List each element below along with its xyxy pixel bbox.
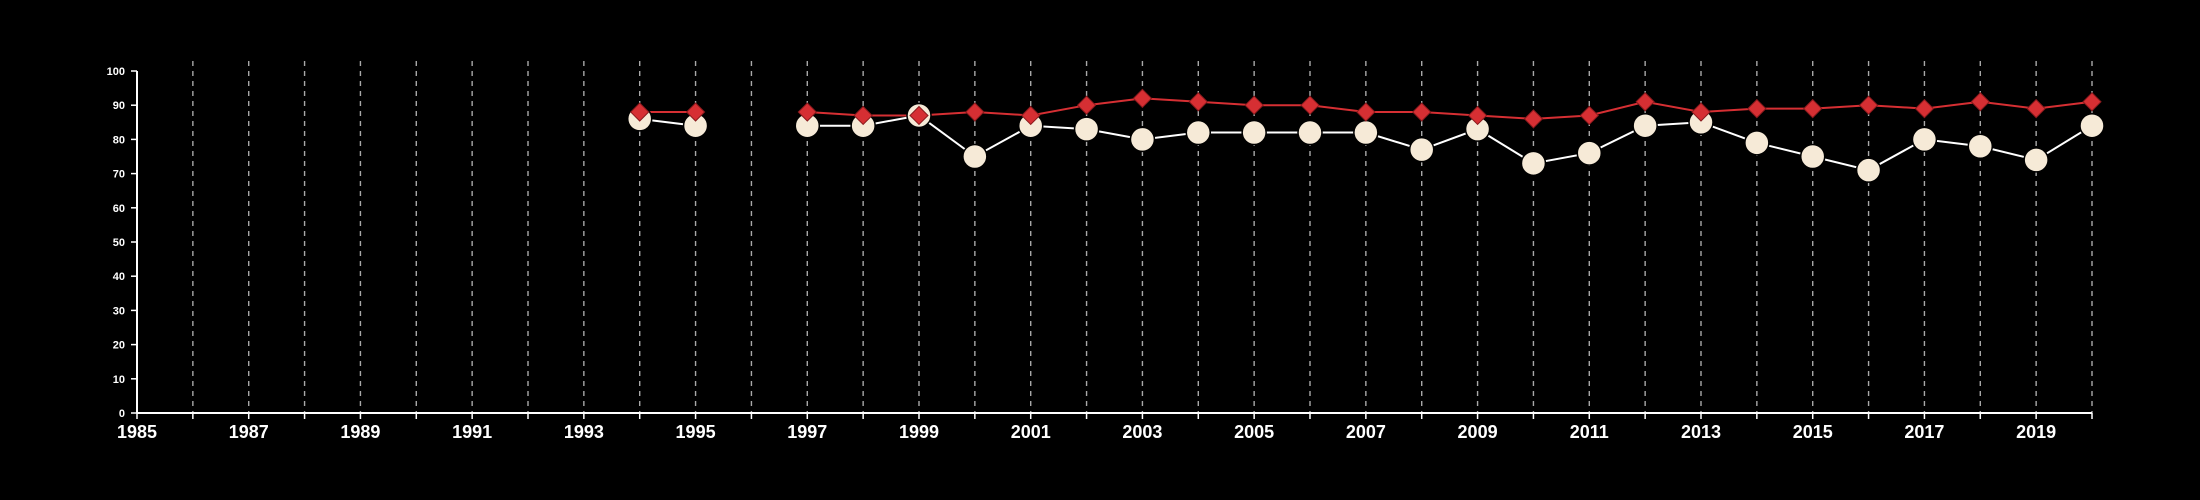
data-point-diamond: [1914, 98, 1935, 119]
data-point-diamond: [1523, 109, 1544, 129]
data-point-diamond: [1412, 102, 1432, 122]
data-point-circle: [1632, 112, 1658, 139]
data-point-circle: [1129, 126, 1156, 153]
data-point-circle: [1576, 140, 1603, 166]
y-tick-label: 10: [113, 374, 125, 386]
data-point-diamond: [1076, 95, 1097, 115]
data-point-circle: [1408, 136, 1435, 163]
data-point-diamond: [1635, 92, 1655, 112]
data-point-diamond: [909, 105, 929, 126]
data-point-diamond: [1691, 102, 1711, 122]
data-point-diamond: [1579, 105, 1599, 126]
y-tick-label: 70: [113, 169, 125, 181]
y-tick-label: 50: [113, 237, 125, 249]
x-tick-label: 1985: [117, 422, 157, 442]
data-point-diamond: [797, 102, 817, 122]
data-point-circle: [1744, 130, 1770, 156]
data-point-diamond: [1747, 98, 1767, 119]
x-tick-label: 1991: [452, 422, 492, 442]
y-tick-label: 100: [107, 66, 125, 78]
data-point-diamond: [1803, 98, 1823, 119]
data-point-circle: [1297, 119, 1323, 146]
x-tick-label: 1987: [229, 422, 269, 442]
x-tick-label: 2007: [1346, 422, 1386, 442]
data-point-diamond: [853, 105, 873, 126]
data-point-diamond: [1300, 95, 1320, 115]
x-tick-label: 2019: [2016, 422, 2056, 442]
y-tick-label: 30: [113, 305, 125, 317]
data-point-diamond: [1021, 105, 1041, 126]
data-point-circle: [1520, 150, 1547, 177]
x-tick-label: 2017: [1904, 422, 1944, 442]
data-point-circle: [1073, 116, 1100, 142]
data-point-circle: [1967, 133, 1994, 159]
data-point-circle: [1353, 119, 1379, 146]
series-layer: [626, 88, 2105, 183]
y-tick-label: 60: [113, 203, 125, 215]
y-tick-label: 80: [113, 134, 125, 146]
grid-layer: [192, 61, 2093, 413]
series-line-red: [807, 97, 2093, 120]
data-point-circle: [1911, 126, 1938, 153]
x-tick-label: 1995: [676, 422, 716, 442]
data-point-diamond: [1467, 105, 1488, 126]
data-point-diamond: [1188, 92, 1208, 112]
data-point-diamond: [1132, 88, 1153, 109]
data-point-diamond: [2082, 92, 2102, 112]
x-tick-label: 2009: [1458, 422, 1498, 442]
data-point-diamond: [2026, 98, 2046, 119]
x-tick-label: 2013: [1681, 422, 1721, 442]
data-point-diamond: [1244, 95, 1264, 115]
x-tick-label: 2005: [1234, 422, 1274, 442]
data-point-diamond: [685, 102, 706, 122]
data-point-diamond: [1970, 92, 1990, 112]
data-point-circle: [962, 143, 988, 170]
x-tick-label: 1997: [787, 422, 827, 442]
x-tick-label: 2011: [1570, 422, 1609, 442]
data-point-circle: [2023, 147, 2049, 173]
x-tick-label: 2003: [1122, 422, 1162, 442]
data-point-circle: [1241, 119, 1267, 146]
data-point-circle: [1799, 143, 1826, 170]
y-tick-label: 40: [113, 271, 125, 283]
x-tick-label: 2001: [1011, 422, 1051, 442]
y-tick-label: 20: [113, 340, 125, 352]
x-tick-label: 2015: [1793, 422, 1833, 442]
y-tick-label: 90: [113, 100, 125, 112]
data-point-diamond: [965, 102, 985, 122]
data-point-circle: [1185, 119, 1212, 146]
data-point-circle: [1855, 157, 1882, 183]
x-tick-label: 1993: [564, 422, 604, 442]
data-point-diamond: [1356, 102, 1376, 122]
data-point-diamond: [1858, 95, 1879, 115]
axis-layer: 1985 1987 1989 1991 1993 1995 1997 1999 2001 2003…: [107, 66, 2093, 442]
series-line-white: [807, 114, 2093, 172]
x-tick-label: 1989: [340, 422, 380, 442]
x-tick-label: 1999: [899, 422, 939, 442]
data-point-diamond: [630, 102, 650, 122]
y-tick-label: 0: [119, 408, 125, 420]
data-point-circle: [2079, 112, 2105, 139]
